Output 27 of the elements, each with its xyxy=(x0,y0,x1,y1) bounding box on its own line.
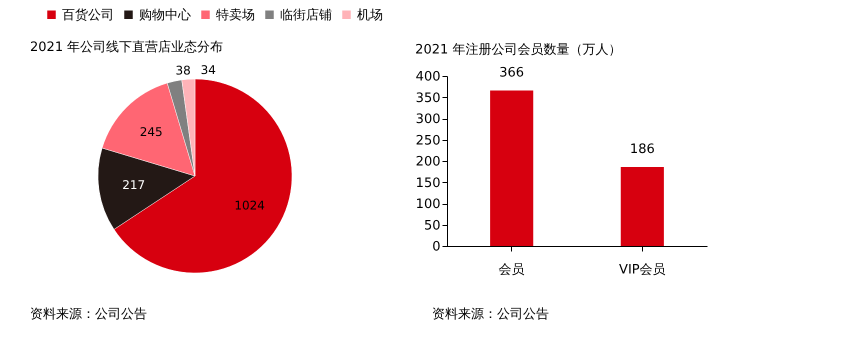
y-tick-label: 350 xyxy=(416,90,440,106)
legend-label: 购物中心 xyxy=(139,6,191,23)
data-label: 245 xyxy=(140,125,163,140)
y-tick-label: 0 xyxy=(432,240,440,254)
data-label: 366 xyxy=(499,65,524,80)
y-tick-label: 50 xyxy=(424,218,440,234)
legend-label: 临街店铺 xyxy=(280,6,332,23)
text: 2021 年公司线下直营店业态分布 xyxy=(30,39,224,56)
data-label: 34 xyxy=(200,63,216,78)
legend-label: 特卖场 xyxy=(216,8,255,23)
data-label: 38 xyxy=(175,63,191,78)
legend-label: 机场 xyxy=(357,8,383,23)
text: 资料来源：公司公告 xyxy=(432,307,549,322)
data-label: 1024 xyxy=(234,198,265,212)
x-tick-label: 会员 xyxy=(498,262,525,278)
y-tick-label: 100 xyxy=(416,197,440,212)
y-tick-label: 200 xyxy=(416,154,440,170)
data-label: 186 xyxy=(630,142,655,157)
data-label: 217 xyxy=(122,178,146,192)
y-tick-label: 250 xyxy=(416,133,440,148)
text: 资料来源：公司公告 xyxy=(30,307,147,322)
y-tick-label: 300 xyxy=(416,112,440,127)
x-tick-label: VIP会员 xyxy=(619,262,666,278)
y-tick-label: 400 xyxy=(416,70,440,84)
legend-label: 百货公司 xyxy=(62,8,114,23)
y-tick-label: 150 xyxy=(416,176,440,191)
chart-title: 2021 年注册公司会员数量（万人） xyxy=(415,42,622,58)
